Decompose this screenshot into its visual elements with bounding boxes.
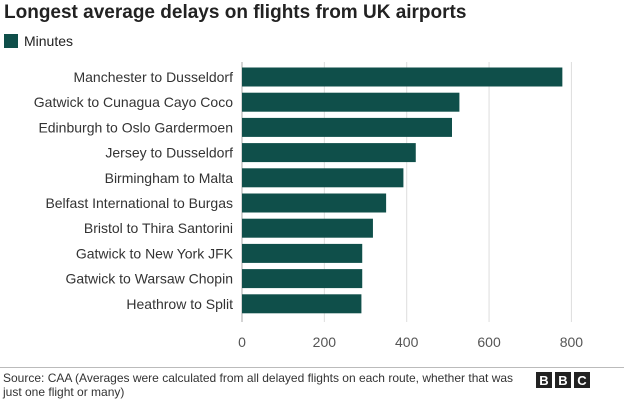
bar: [242, 92, 460, 112]
category-label: Birmingham to Malta: [105, 170, 234, 186]
x-tick-label: 600: [477, 334, 501, 350]
bars: [242, 67, 563, 314]
footer-divider: [0, 367, 624, 368]
bar: [242, 294, 362, 314]
category-label: Gatwick to Warsaw Chopin: [65, 271, 233, 287]
category-label: Heathrow to Split: [126, 296, 233, 312]
logo-letter: B: [555, 372, 571, 388]
source-note: Source: CAA (Averages were calculated fr…: [3, 371, 514, 399]
legend-swatch: [4, 34, 18, 48]
x-tick-label: 200: [313, 334, 337, 350]
category-label: Edinburgh to Oslo Gardermoen: [38, 119, 233, 135]
tick-labels: 0 200 400 600 800: [238, 334, 583, 350]
bbc-logo: B B C: [536, 372, 590, 388]
logo-letter: B: [536, 372, 552, 388]
category-label: Bristol to Thira Santorini: [84, 220, 233, 236]
category-label: Belfast International to Burgas: [45, 195, 233, 211]
bar-chart: Manchester to Dusseldorf Gatwick to Cunag…: [34, 62, 583, 350]
bar: [242, 168, 404, 188]
chart-title: Longest average delays on flights from U…: [4, 2, 467, 23]
legend-label: Minutes: [24, 33, 74, 49]
bar: [242, 243, 363, 263]
x-tick-label: 0: [238, 334, 246, 350]
bar: [242, 117, 452, 137]
x-tick-label: 800: [560, 334, 584, 350]
category-labels: Manchester to Dusseldorf Gatwick to Cunag…: [34, 69, 234, 312]
bar: [242, 218, 373, 238]
bar: [242, 143, 416, 163]
x-tick-label: 400: [395, 334, 419, 350]
category-label: Gatwick to New York JFK: [76, 245, 234, 261]
legend: Minutes: [4, 33, 73, 49]
bar: [242, 67, 563, 87]
category-label: Jersey to Dusseldorf: [105, 145, 233, 161]
logo-letter: C: [574, 372, 590, 388]
category-label: Gatwick to Cunagua Cayo Coco: [34, 94, 233, 110]
bar: [242, 269, 363, 289]
category-label: Manchester to Dusseldorf: [73, 69, 233, 85]
bar: [242, 193, 387, 213]
